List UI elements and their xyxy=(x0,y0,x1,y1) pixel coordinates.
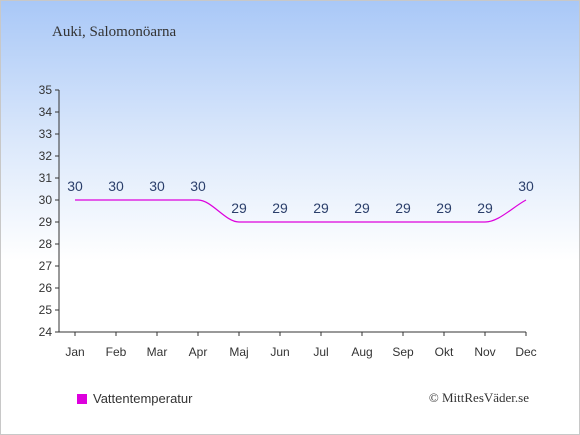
y-tick-label: 32 xyxy=(39,149,53,163)
x-tick-label: Jul xyxy=(313,345,328,359)
y-tick-label: 31 xyxy=(39,171,53,185)
y-tick-label: 25 xyxy=(39,303,53,317)
x-tick-label: Okt xyxy=(435,345,454,359)
data-label: 29 xyxy=(354,200,370,216)
x-tick-label: Nov xyxy=(474,345,495,359)
x-tick-label: Maj xyxy=(229,345,248,359)
legend: Vattentemperatur xyxy=(77,391,192,406)
y-tick-label: 30 xyxy=(39,193,53,207)
x-tick-label: Sep xyxy=(392,345,414,359)
y-tick-label: 34 xyxy=(39,105,53,119)
legend-swatch xyxy=(77,393,87,404)
x-tick-label: Dec xyxy=(515,345,536,359)
legend-label: Vattentemperatur xyxy=(93,391,193,406)
data-label: 29 xyxy=(313,200,329,216)
data-label: 29 xyxy=(477,200,493,216)
data-label: 29 xyxy=(395,200,411,216)
x-tick-label: Feb xyxy=(106,345,127,359)
x-tick-label: Mar xyxy=(147,345,168,359)
x-tick-label: Jan xyxy=(65,345,84,359)
data-label: 30 xyxy=(67,178,83,194)
y-tick-label: 27 xyxy=(39,259,53,273)
y-tick-label: 29 xyxy=(39,215,53,229)
data-label: 30 xyxy=(108,178,124,194)
y-tick-label: 33 xyxy=(39,127,53,141)
series-line xyxy=(75,199,527,223)
data-label: 30 xyxy=(190,178,206,194)
y-tick-label: 35 xyxy=(39,83,53,97)
data-label: 29 xyxy=(436,200,452,216)
credit-text: © MittResVäder.se xyxy=(428,390,529,405)
x-tick-label: Apr xyxy=(189,345,208,359)
data-label: 30 xyxy=(149,178,165,194)
data-label: 30 xyxy=(518,178,534,194)
x-tick-label: Jun xyxy=(270,345,289,359)
data-label: 29 xyxy=(231,200,247,216)
y-tick-label: 28 xyxy=(39,237,53,251)
x-tick-label: Aug xyxy=(351,345,372,359)
y-tick-label: 26 xyxy=(39,281,53,295)
chart-title: Auki, Salomonöarna xyxy=(52,24,177,40)
data-label: 29 xyxy=(272,200,288,216)
y-tick-label: 24 xyxy=(39,325,53,339)
